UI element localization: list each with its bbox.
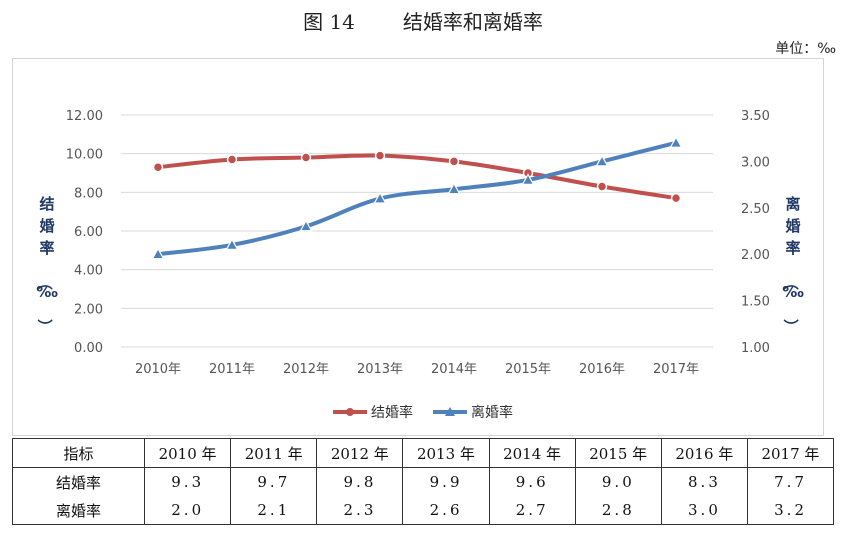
table-header-cell: 指标	[12, 438, 145, 468]
data-table: 指标 2010 年 2011 年 2012 年 2013 年 2014 年 2015 年 20…	[12, 438, 835, 525]
table-cell: 9.8	[316, 467, 404, 496]
data-point-circle	[226, 154, 238, 165]
table-cell: 3.2	[746, 496, 835, 525]
table-cell: 9.7	[230, 467, 318, 496]
data-point-triangle	[299, 219, 313, 232]
table-header-cell: 2010 年	[143, 438, 232, 468]
legend-marker-circle	[346, 408, 354, 416]
y-right-tick-label: 3.50	[741, 109, 770, 124]
x-tick-label: 2013年	[357, 362, 403, 377]
table-cell: 2.6	[402, 496, 490, 525]
y-left-tick-label: 12.00	[66, 109, 103, 124]
x-tick-label: 2017年	[653, 362, 699, 377]
y-left-axis-title: 结婚率（‰）	[35, 195, 58, 334]
data-point-triangle	[521, 173, 535, 185]
chart-title: 图 14 结婚率和离婚率	[0, 6, 846, 35]
y-right-axis-title: 离婚率（‰）	[781, 195, 804, 334]
x-tick-label: 2015年	[505, 362, 551, 377]
data-point-circle	[374, 150, 386, 161]
unit-label: 单位：‰	[775, 41, 836, 57]
legend-label: 离婚率	[471, 404, 513, 421]
data-point-circle	[670, 192, 682, 204]
data-point-triangle	[595, 154, 609, 167]
table-header-row: 指标 2010 年 2011 年 2012 年 2013 年 2014 年 2015 年 20…	[12, 438, 835, 468]
line-chart: 0.00 2.00 4.00 6.00 8.00 10.00 12.00 1.00 1.50 2.…	[35, 109, 804, 421]
data-point-triangle	[447, 182, 461, 195]
data-point-triangle	[151, 247, 165, 260]
data-point-triangle	[669, 136, 683, 148]
y-right-tick-label: 1.00	[741, 341, 770, 356]
table-cell: 9.0	[574, 467, 662, 496]
table-cell: 2.1	[230, 496, 318, 525]
table-cell: 9.9	[402, 467, 490, 496]
x-tick-label: 2016年	[579, 362, 625, 377]
figure-number: 图 14	[303, 10, 355, 34]
y-left-tick-label: 2.00	[74, 302, 103, 317]
x-tick-label: 2012年	[283, 362, 329, 377]
table-row-label: 离婚率	[12, 496, 145, 525]
data-point-circle	[152, 161, 164, 173]
series-line-1	[156, 153, 678, 201]
table-cell: 2.7	[488, 496, 576, 525]
table-header-cell: 2013 年	[402, 438, 490, 468]
table-cell: 7.7	[746, 467, 835, 496]
y-right-tick-label: 2.50	[741, 202, 770, 217]
table-header-cell: 2012 年	[316, 438, 404, 468]
data-point-circle	[300, 152, 312, 163]
table-cell: 8.3	[660, 467, 748, 496]
x-tick-label: 2011年	[209, 362, 255, 377]
legend-label: 结婚率	[371, 404, 413, 421]
table-cell: 2.3	[316, 496, 404, 525]
y-left-tick-label: 4.00	[74, 264, 103, 279]
table-cell: 9.3	[143, 467, 232, 496]
table-cell: 2.0	[143, 496, 232, 525]
table-header-cell: 2015 年	[574, 438, 662, 468]
y-left-tick-label: 10.00	[66, 148, 103, 163]
table-row: 结婚率 9.3 9.7 9.8 9.9 9.6 9.0 8.3 7.7	[12, 467, 835, 496]
table-cell: 2.8	[574, 496, 662, 525]
legend-marker-triangle	[445, 407, 455, 416]
y-left-tick-label: 8.00	[74, 186, 103, 201]
x-tick-label: 2010年	[135, 362, 181, 377]
table-header-cell: 2016 年	[660, 438, 748, 468]
table-header-cell: 2011 年	[230, 438, 318, 468]
series-line-2	[156, 140, 678, 257]
y-right-tick-label: 1.50	[741, 295, 770, 310]
table-cell: 3.0	[660, 496, 748, 525]
table-cell: 9.6	[488, 467, 576, 496]
data-point-triangle	[373, 191, 387, 204]
x-tick-label: 2014年	[431, 362, 477, 377]
table-row-label: 结婚率	[12, 467, 145, 496]
y-left-tick-label: 0.00	[74, 341, 103, 356]
y-left-tick-label: 6.00	[74, 225, 103, 240]
data-point-triangle	[225, 238, 239, 250]
table-header-cell: 2017 年	[746, 438, 835, 468]
table-header-cell: 2014 年	[488, 438, 576, 468]
data-point-circle	[596, 181, 608, 192]
figure-title: 结婚率和离婚率	[402, 10, 543, 34]
y-right-tick-label: 2.00	[741, 248, 770, 263]
y-right-tick-label: 3.00	[741, 155, 770, 170]
chart-area: 0.00 2.00 4.00 6.00 8.00 10.00 12.00 1.00 1.50 2.…	[12, 58, 824, 436]
data-point-circle	[448, 156, 460, 167]
table-row: 离婚率 2.0 2.1 2.3 2.6 2.7 2.8 3.0 3.2	[12, 496, 835, 525]
